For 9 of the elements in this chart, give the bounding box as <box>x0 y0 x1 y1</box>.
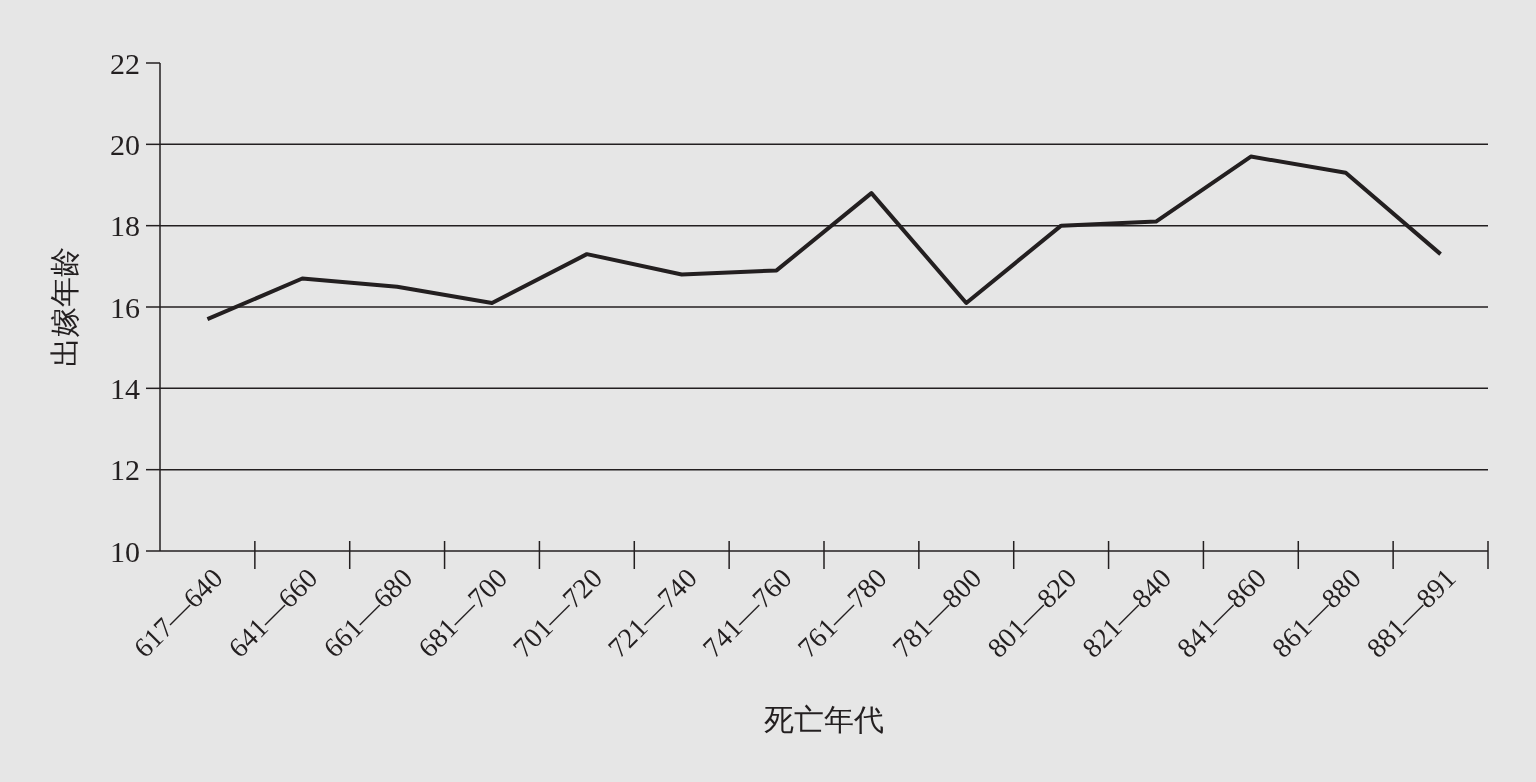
y-tick-label: 20 <box>110 127 140 161</box>
y-tick-label: 10 <box>110 534 140 568</box>
y-tick-label: 12 <box>110 453 140 487</box>
y-tick-label: 16 <box>110 290 140 324</box>
y-tick-label: 14 <box>110 371 140 405</box>
y-tick-label: 22 <box>110 46 140 80</box>
x-axis-title: 死亡年代 <box>764 703 884 736</box>
y-axis-title: 出嫁年龄 <box>48 247 81 367</box>
y-tick-label: 18 <box>110 209 140 243</box>
